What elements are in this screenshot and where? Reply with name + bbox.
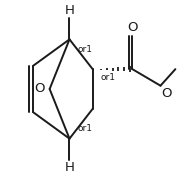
Text: or1: or1 [78,124,93,133]
Text: H: H [65,4,74,17]
Text: O: O [127,21,138,34]
Text: or1: or1 [78,45,93,54]
Text: or1: or1 [101,73,116,82]
Text: H: H [65,161,74,174]
Text: O: O [161,87,172,100]
Text: O: O [34,82,45,96]
